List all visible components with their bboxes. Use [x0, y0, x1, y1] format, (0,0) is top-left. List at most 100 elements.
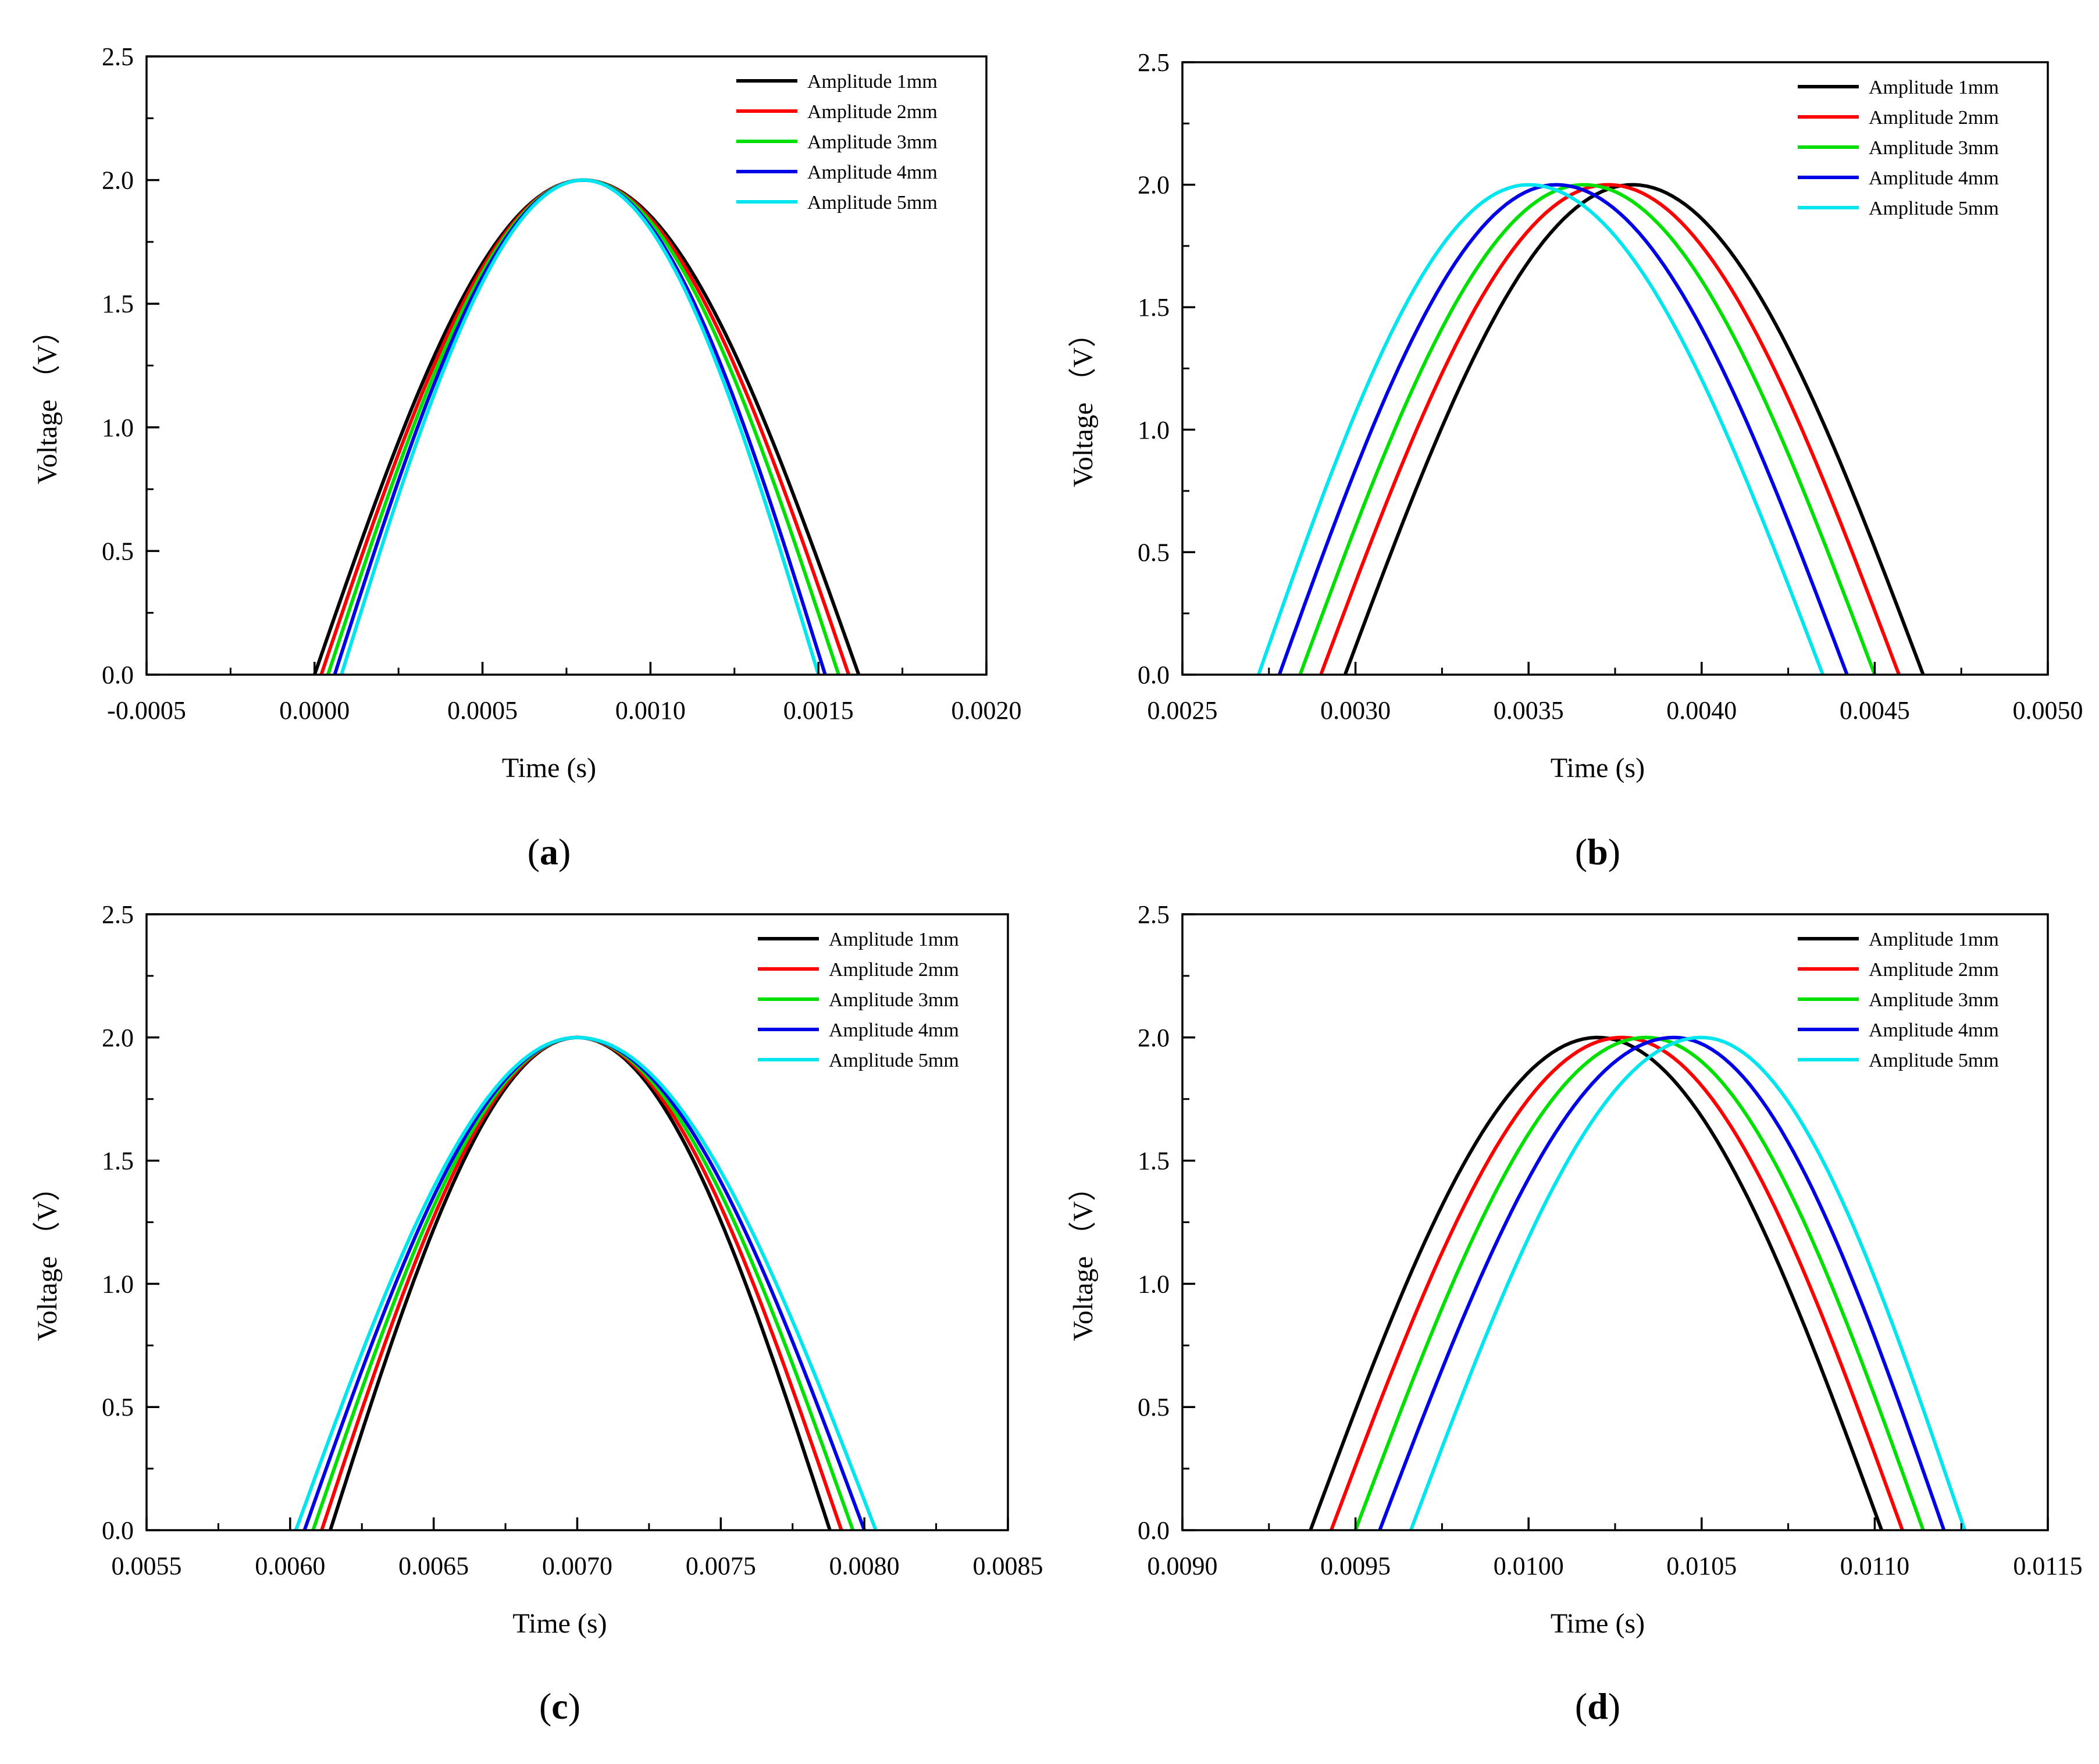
series-line-4 [1277, 183, 1849, 676]
y-axis-title: Voltage （V） [1068, 1173, 1099, 1341]
legend-label-4: Amplitude 4mm [829, 1020, 959, 1041]
x-tick-label: 0.0005 [447, 696, 518, 725]
chart-panel-c: 0.0055 0.0060 0.0065 0.0070 0.0075 0.0080 0.00… [32, 900, 1043, 1727]
y-tick-label: 1.0 [102, 1270, 134, 1298]
legend-label-1: Amplitude 1mm [829, 929, 959, 950]
panel-label-letter: a [540, 831, 558, 872]
legend-label-3: Amplitude 3mm [807, 131, 938, 153]
x-tick-label: 0.0030 [1320, 696, 1391, 725]
legend-label-1: Amplitude 1mm [1869, 77, 1999, 98]
y-tick-label: 2.0 [102, 166, 134, 195]
panel-label-close: ) [1608, 1685, 1620, 1727]
chart-panel-a: -0.0005 0.0000 0.0005 0.0010 0.0015 0.0020 0.0… [32, 42, 1022, 872]
series-line-1 [1309, 1035, 1884, 1531]
panel-label-letter: d [1587, 1685, 1608, 1727]
x-axis-title: Time (s) [1551, 1608, 1645, 1639]
x-tick-label: 0.0075 [686, 1552, 756, 1580]
y-tick-label: 2.0 [102, 1024, 134, 1052]
x-tick-label: -0.0005 [107, 696, 186, 725]
y-tick-label: 0.5 [102, 537, 134, 565]
series-line-1 [312, 178, 861, 676]
series-line-3 [1353, 1035, 1925, 1531]
y-tick-label: 1.5 [1138, 1147, 1170, 1175]
y-tick-label: 0.0 [102, 1516, 134, 1545]
x-tick-label: 0.0115 [2013, 1552, 2082, 1580]
y-axis-title: Voltage （V） [1068, 319, 1099, 487]
y-tick-label: 2.0 [1138, 171, 1170, 199]
legend-label-1: Amplitude 1mm [1869, 929, 1999, 950]
x-tick-label: 0.0020 [952, 696, 1022, 725]
x-tick-label: 0.0105 [1666, 1552, 1737, 1580]
series-line-1 [1343, 183, 1925, 676]
y-tick-label: 0.0 [102, 661, 134, 689]
x-tick-label: 0.0100 [1494, 1552, 1564, 1580]
legend-label-4: Amplitude 4mm [807, 162, 938, 183]
y-tick-label: 2.5 [102, 900, 134, 929]
y-tick-label: 2.5 [1138, 900, 1170, 929]
x-tick-label: 0.0035 [1494, 696, 1564, 725]
x-tick-label: 0.0000 [279, 696, 350, 725]
legend-label-2: Amplitude 2mm [807, 101, 938, 123]
panel-label: (c) [539, 1685, 580, 1727]
panel-label-close: ) [1608, 831, 1620, 872]
series-line-5 [294, 1035, 878, 1531]
y-tick-label: 0.5 [1138, 1393, 1170, 1421]
x-tick-label: 0.0040 [1666, 696, 1737, 725]
legend-label-2: Amplitude 2mm [829, 959, 959, 981]
chart-panel-d: 0.0090 0.0095 0.0100 0.0105 0.0110 0.0115 0.0 0… [1068, 900, 2083, 1727]
x-tick-label: 0.0095 [1320, 1552, 1391, 1580]
panel-label-close: ) [568, 1685, 580, 1727]
legend-label-4: Amplitude 4mm [1869, 1020, 1999, 1041]
x-tick-label: 0.0070 [542, 1552, 612, 1580]
panel-label-open: ( [1575, 831, 1587, 872]
x-tick-label: 0.0055 [112, 1552, 182, 1580]
legend-label-5: Amplitude 5mm [829, 1050, 959, 1071]
x-tick-label: 0.0060 [255, 1552, 325, 1580]
y-tick-label: 1.0 [1138, 1270, 1170, 1298]
series-line-2 [1319, 183, 1901, 676]
legend-label-2: Amplitude 2mm [1869, 107, 1999, 129]
legend-label-5: Amplitude 5mm [1869, 198, 1999, 219]
panel-label-open: ( [528, 831, 540, 872]
x-tick-label: 0.0080 [829, 1552, 900, 1580]
x-tick-label: 0.0090 [1147, 1552, 1218, 1580]
legend-label-3: Amplitude 3mm [1869, 137, 1999, 159]
series-line-2 [319, 178, 851, 675]
y-tick-label: 1.5 [102, 290, 134, 318]
y-tick-label: 0.5 [1138, 538, 1170, 566]
y-tick-label: 2.0 [1138, 1024, 1170, 1052]
x-tick-label: 0.0015 [783, 696, 854, 725]
panel-label: (b) [1575, 831, 1620, 872]
x-axis-title: Time (s) [1551, 753, 1645, 783]
x-tick-label: 0.0025 [1147, 696, 1218, 725]
panel-label-close: ) [558, 831, 571, 872]
y-tick-label: 1.5 [1138, 293, 1170, 322]
x-axis-title: Time (s) [512, 1608, 607, 1639]
x-tick-label: 0.0110 [1840, 1552, 1909, 1580]
legend-label-4: Amplitude 4mm [1869, 168, 1999, 189]
legend-label-3: Amplitude 3mm [829, 989, 959, 1011]
y-tick-label: 2.5 [1138, 48, 1170, 77]
series-line-5 [340, 178, 821, 675]
legend-label-5: Amplitude 5mm [1869, 1050, 1999, 1071]
series-line-4 [1378, 1035, 1946, 1531]
y-axis-title: Voltage （V） [32, 1173, 63, 1341]
y-tick-label: 1.0 [102, 414, 134, 442]
legend-label-5: Amplitude 5mm [807, 192, 938, 213]
y-tick-label: 1.5 [102, 1147, 134, 1175]
series-line-3 [1298, 183, 1877, 676]
x-tick-label: 0.0085 [973, 1552, 1043, 1580]
y-tick-label: 0.0 [1138, 661, 1170, 689]
x-tick-label: 0.0010 [615, 696, 686, 725]
chart-panel-b: 0.0025 0.0030 0.0035 0.0040 0.0045 0.0050 0.0 0… [1068, 48, 2083, 872]
y-axis-title: Voltage （V） [32, 316, 63, 484]
x-tick-label: 0.0065 [398, 1552, 469, 1580]
panel-label-open: ( [1575, 1685, 1587, 1727]
x-axis-title: Time (s) [502, 753, 596, 783]
series-line-5 [1257, 183, 1824, 676]
y-tick-label: 0.0 [1138, 1516, 1170, 1545]
panel-label-letter: b [1587, 831, 1608, 872]
legend-label-3: Amplitude 3mm [1869, 989, 1999, 1011]
